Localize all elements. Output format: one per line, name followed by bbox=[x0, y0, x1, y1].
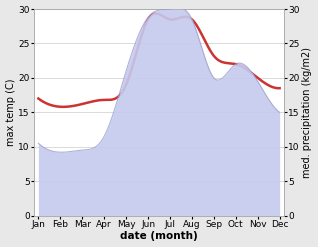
X-axis label: date (month): date (month) bbox=[120, 231, 198, 242]
Y-axis label: med. precipitation (kg/m2): med. precipitation (kg/m2) bbox=[302, 47, 313, 178]
Y-axis label: max temp (C): max temp (C) bbox=[5, 79, 16, 146]
